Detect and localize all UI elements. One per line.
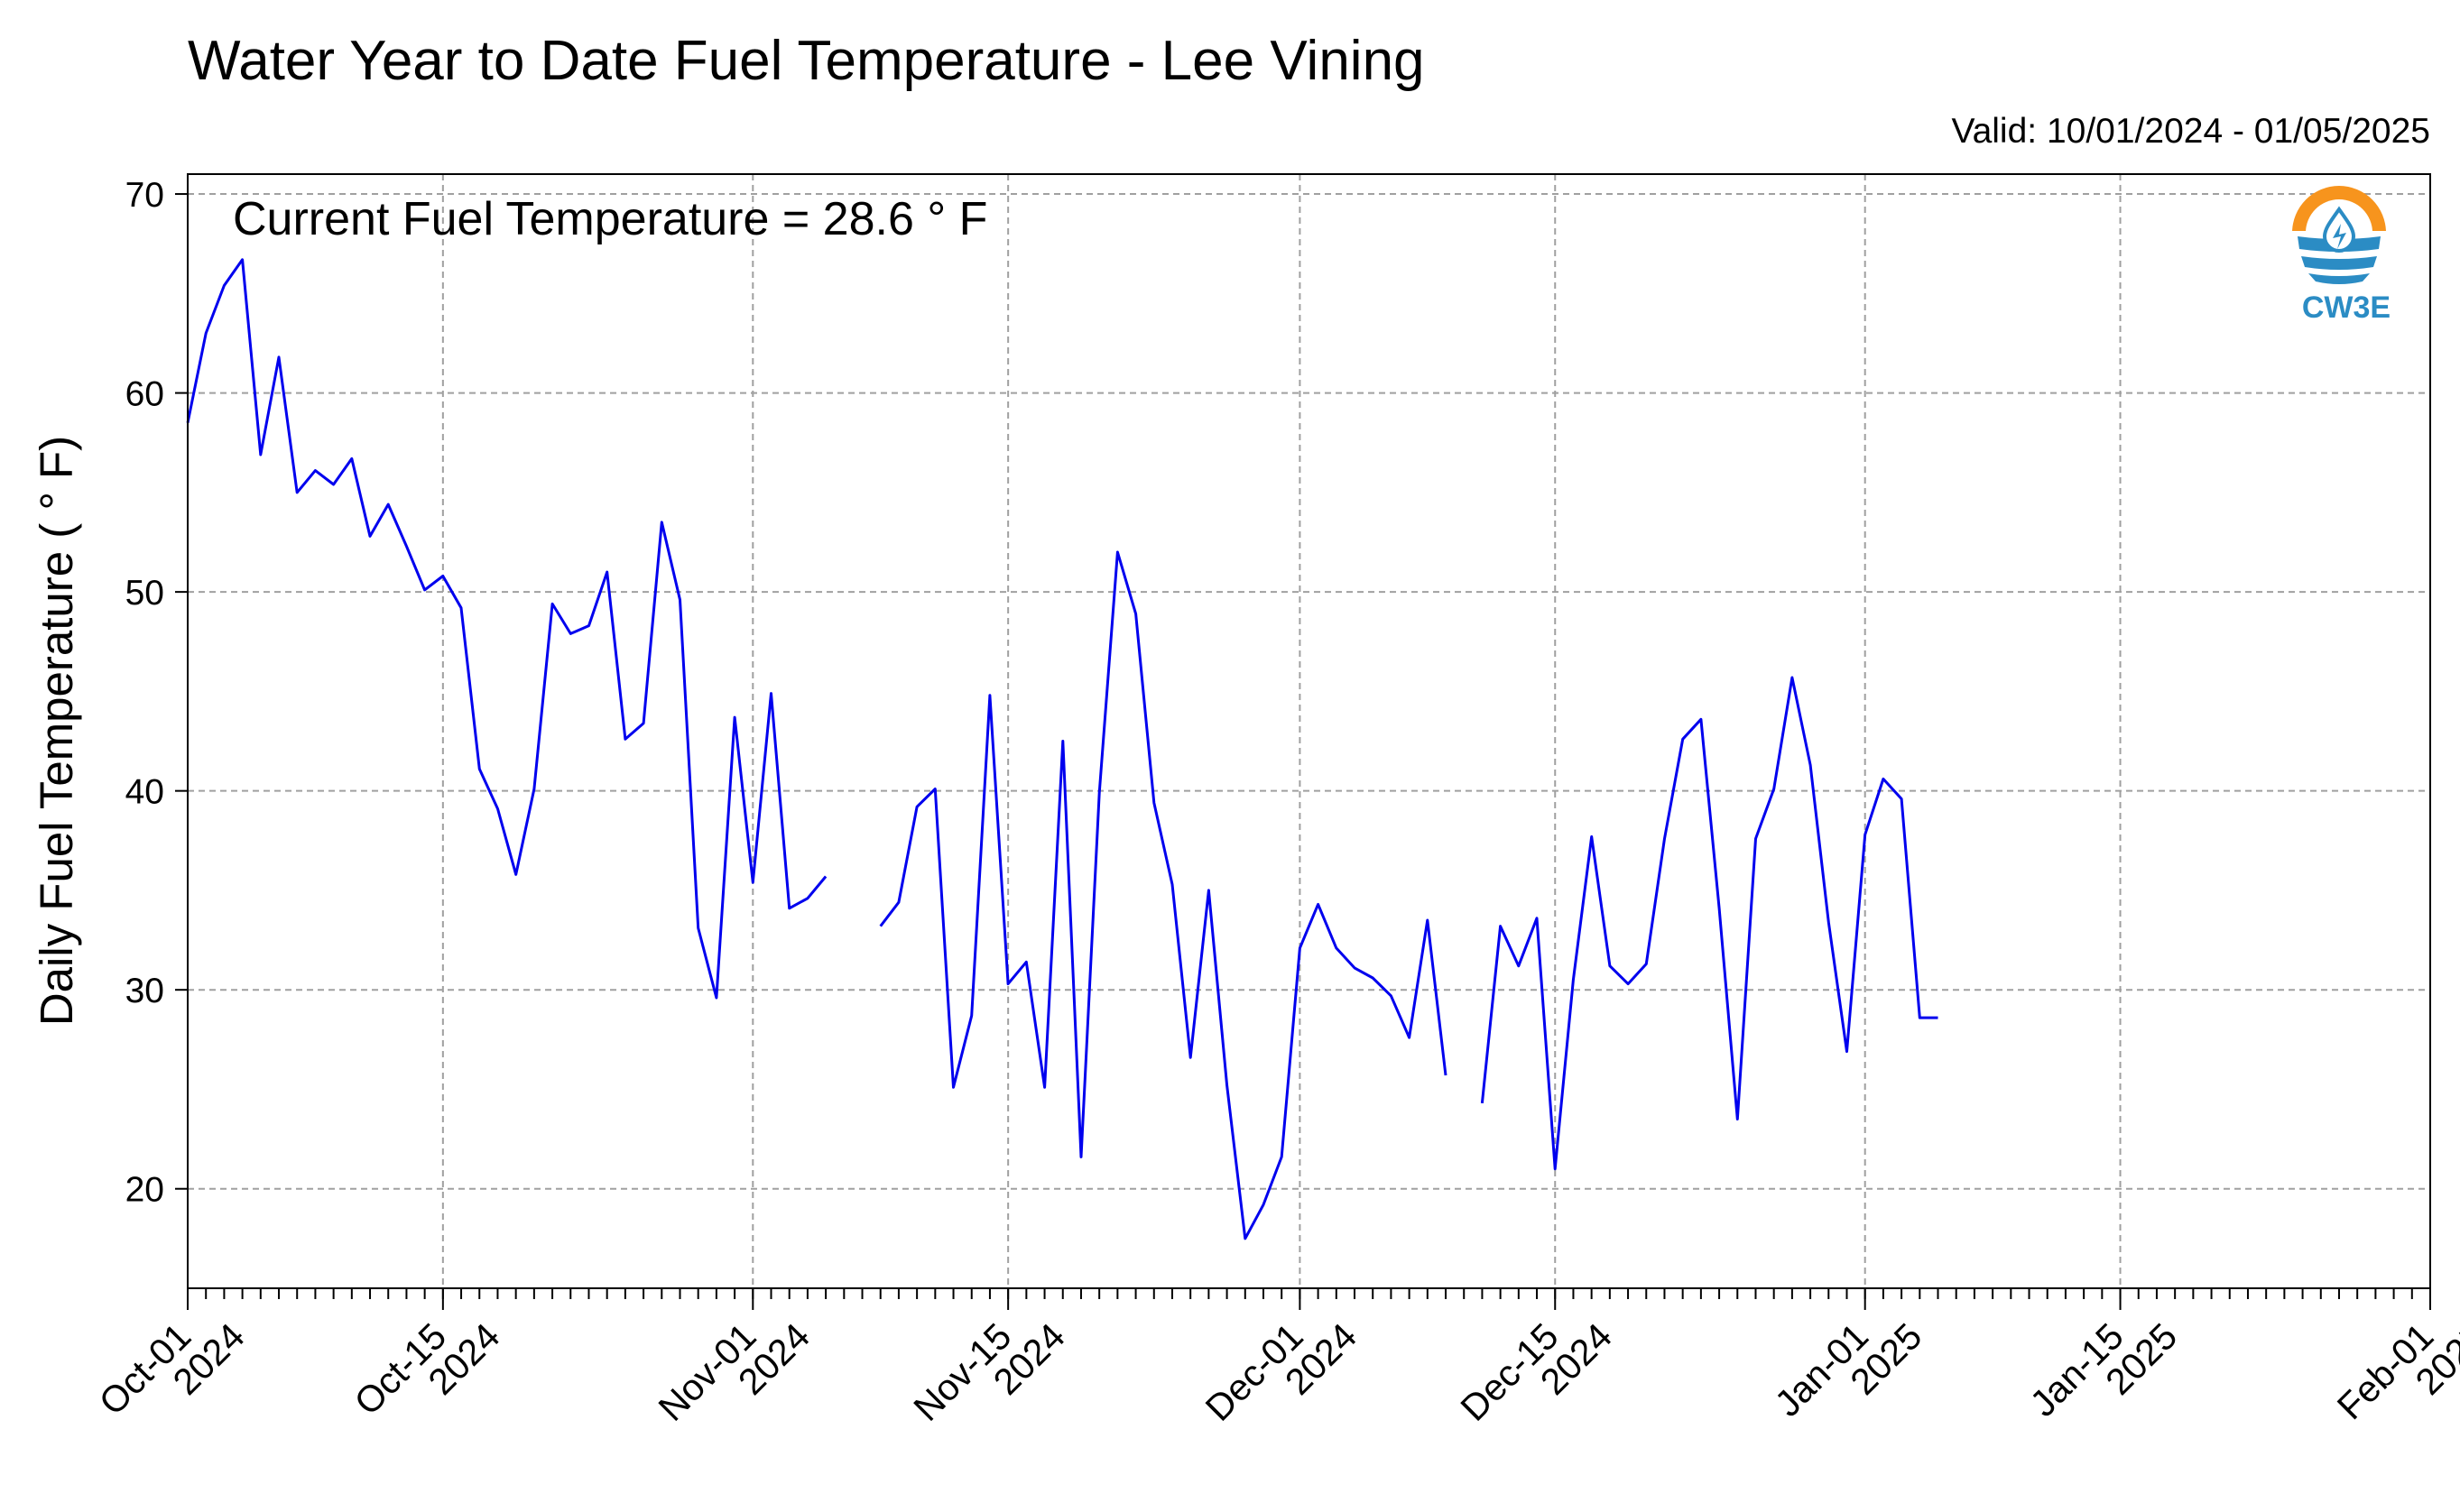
plot-frame	[187, 173, 2431, 1289]
y-tick-label: 40	[125, 773, 164, 812]
y-tick-labels: 20 30 40 50 60 70	[125, 176, 164, 1210]
x-tick-label: Nov-152024	[906, 1288, 1073, 1455]
series-line-segment	[879, 550, 1447, 1240]
y-tick-label: 30	[125, 972, 164, 1010]
series-line-segment	[186, 258, 828, 1000]
valid-range: Valid: 10/01/2024 - 01/05/2025	[1951, 112, 2430, 151]
data-series	[186, 258, 1938, 1240]
cw3e-logo-icon	[2290, 186, 2388, 285]
y-tick-label: 60	[125, 375, 164, 414]
x-tick-label: Dec-152024	[1453, 1288, 1620, 1455]
grid-lines	[187, 174, 2431, 1288]
y-axis-label: Daily Fuel Temperature ( ° F)	[31, 436, 82, 1026]
current-fuel-temperature: Current Fuel Temperature = 28.6 ° F	[233, 193, 987, 245]
chart-title: Water Year to Date Fuel Temperature - Le…	[188, 30, 1425, 92]
x-tick-label: Jan-012025	[1767, 1288, 1930, 1452]
x-tick-label: Oct-152024	[347, 1288, 508, 1450]
cw3e-logo: CW3E	[2290, 186, 2391, 325]
x-tick-label: Jan-152025	[2022, 1288, 2186, 1452]
x-tick-labels: Oct-012024 Oct-152024 Nov-012024 Nov-152024…	[91, 1288, 2460, 1455]
x-tick-label: Feb-012025	[2329, 1288, 2460, 1454]
x-tick-label: Dec-012024	[1198, 1288, 1364, 1455]
series-line-segment	[1480, 676, 1938, 1171]
y-tick-label: 50	[125, 574, 164, 613]
axis-ticks	[175, 193, 2431, 1310]
x-tick-label: Oct-012024	[91, 1288, 253, 1450]
cw3e-logo-text: CW3E	[2302, 290, 2391, 325]
y-tick-label: 20	[125, 1171, 164, 1210]
y-tick-label: 70	[125, 176, 164, 215]
x-tick-label: Nov-012024	[651, 1288, 818, 1455]
